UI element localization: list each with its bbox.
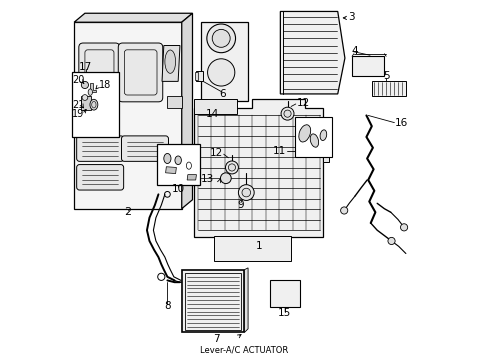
Polygon shape: [74, 13, 192, 22]
Polygon shape: [244, 268, 247, 332]
Circle shape: [242, 188, 250, 197]
Bar: [194, 99, 237, 114]
Text: 15: 15: [278, 309, 291, 318]
Text: 10: 10: [171, 184, 184, 194]
Circle shape: [400, 224, 407, 231]
Bar: [221, 99, 228, 108]
Polygon shape: [280, 12, 344, 94]
Ellipse shape: [298, 125, 310, 142]
Ellipse shape: [309, 134, 318, 147]
Bar: [351, 56, 384, 76]
Polygon shape: [188, 151, 194, 180]
Bar: [72, 72, 119, 137]
FancyBboxPatch shape: [118, 43, 163, 102]
Bar: [371, 81, 405, 96]
Circle shape: [225, 161, 238, 174]
Bar: [156, 144, 199, 185]
Circle shape: [206, 24, 235, 53]
Text: 11: 11: [273, 146, 286, 156]
Text: 12: 12: [296, 98, 309, 108]
Circle shape: [207, 59, 234, 86]
Text: 8: 8: [164, 301, 170, 311]
Text: 16: 16: [394, 118, 407, 128]
Ellipse shape: [88, 89, 92, 95]
Polygon shape: [74, 22, 182, 209]
Text: 12: 12: [209, 148, 223, 158]
Text: 4: 4: [350, 46, 357, 56]
Text: 20: 20: [72, 75, 84, 85]
Text: 5: 5: [382, 71, 388, 81]
Bar: [201, 22, 247, 101]
Polygon shape: [167, 96, 182, 108]
Circle shape: [228, 164, 235, 171]
Bar: [269, 280, 300, 307]
Text: 2: 2: [124, 207, 131, 217]
Bar: [81, 96, 91, 110]
Polygon shape: [323, 126, 328, 162]
Bar: [195, 72, 198, 80]
Polygon shape: [162, 45, 180, 81]
Circle shape: [82, 95, 88, 100]
Text: 6: 6: [219, 89, 225, 99]
Circle shape: [340, 207, 347, 214]
Polygon shape: [165, 167, 176, 174]
FancyBboxPatch shape: [79, 43, 120, 102]
Bar: [214, 235, 290, 261]
Text: 14: 14: [206, 109, 219, 119]
Ellipse shape: [320, 130, 326, 140]
Text: 19: 19: [72, 109, 84, 119]
FancyBboxPatch shape: [121, 136, 168, 161]
FancyBboxPatch shape: [77, 165, 123, 190]
Ellipse shape: [90, 99, 98, 110]
Text: Lever-A/C ACTUATOR: Lever-A/C ACTUATOR: [200, 346, 288, 355]
Ellipse shape: [163, 153, 171, 163]
Circle shape: [238, 185, 254, 201]
Circle shape: [212, 30, 230, 47]
Polygon shape: [89, 83, 96, 92]
Circle shape: [387, 237, 394, 244]
Bar: [185, 273, 241, 329]
Text: 3: 3: [348, 12, 354, 22]
Text: 1: 1: [255, 241, 262, 251]
Polygon shape: [182, 13, 192, 209]
Text: 18: 18: [99, 80, 111, 90]
Text: 7: 7: [213, 333, 220, 343]
Circle shape: [284, 110, 290, 117]
Text: 13: 13: [201, 174, 214, 184]
Polygon shape: [194, 99, 323, 237]
Text: 17: 17: [79, 62, 92, 72]
Bar: [196, 71, 203, 81]
Bar: [294, 117, 332, 157]
Text: 9: 9: [237, 200, 244, 210]
Ellipse shape: [175, 156, 181, 165]
Polygon shape: [187, 175, 196, 180]
Bar: [182, 270, 244, 332]
Text: 21: 21: [72, 100, 84, 110]
Circle shape: [281, 107, 293, 120]
Circle shape: [81, 81, 88, 89]
Ellipse shape: [164, 50, 175, 73]
Circle shape: [220, 173, 231, 184]
FancyBboxPatch shape: [77, 136, 123, 161]
